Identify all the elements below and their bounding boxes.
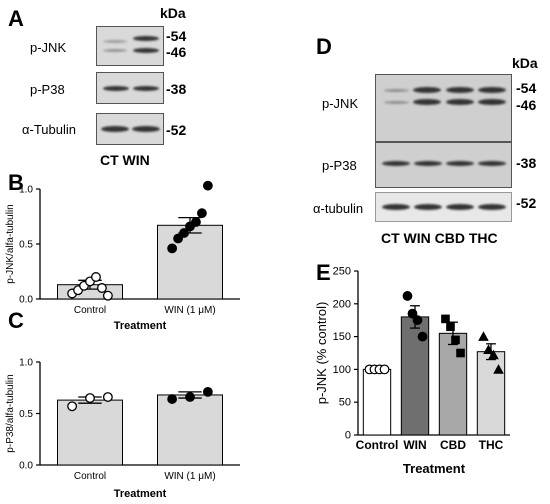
- panel-letter-c: C: [8, 308, 24, 333]
- blot-d-pp38: [375, 142, 512, 188]
- y-tick-label: 1.0: [19, 185, 33, 196]
- chart-e: 0 50 100 150 200 250 Control WIN CBD THC p-JNK (% …: [314, 266, 510, 476]
- data-point: [185, 392, 195, 402]
- mw-d-52: -52: [516, 195, 537, 211]
- mw-d-38: -38: [516, 155, 537, 171]
- data-point: [91, 272, 101, 282]
- mw-a-52: -52: [166, 122, 187, 138]
- blot-label-a-tubulin: α-Tubulin: [22, 122, 76, 137]
- bar: [476, 351, 506, 436]
- y-tick-label: 0.0: [19, 461, 33, 472]
- panel-letter-a: A: [8, 6, 24, 31]
- lane-labels-a: CT WIN: [100, 152, 150, 168]
- data-point: [417, 331, 428, 342]
- data-point: [451, 335, 460, 345]
- x-category-label: WIN: [403, 438, 426, 452]
- data-point: [173, 233, 183, 244]
- bar: [362, 368, 392, 436]
- blot-d-tubulin: [375, 192, 512, 222]
- y-axis-label: p-JNK (% control): [314, 302, 329, 405]
- lane-labels-d: CT WIN CBD THC: [381, 230, 498, 246]
- bar: [438, 332, 468, 436]
- data-point: [202, 386, 213, 397]
- blot-label-d-tubulin: α-tubulin: [313, 201, 364, 216]
- y-tick-label: 0.5: [19, 240, 33, 251]
- data-point: [478, 331, 489, 341]
- data-point: [191, 217, 201, 227]
- blot-label-a-pp38: p-P38: [30, 82, 65, 97]
- mw-d-54: -54: [516, 80, 537, 96]
- panel-letter-d: D: [316, 34, 332, 59]
- panel-letter-e: E: [316, 260, 331, 285]
- kda-label-d: kDa: [512, 55, 538, 71]
- y-tick-label: 100: [333, 364, 351, 376]
- blot-d-pjnk: [375, 74, 512, 142]
- data-point: [441, 314, 450, 324]
- bar: [157, 224, 223, 300]
- data-point: [96, 283, 107, 293]
- data-point: [483, 344, 494, 355]
- chart-c: 0.0 0.5 1.0 Control WIN (1 μM) p-P38/alfa-tub…: [5, 358, 240, 500]
- data-point: [167, 394, 178, 404]
- x-axis-label: Treatment: [403, 461, 466, 476]
- x-category-label: THC: [479, 438, 504, 452]
- kda-label-a: kDa: [160, 5, 186, 21]
- data-point: [85, 393, 95, 404]
- blot-a-pp38: [96, 72, 164, 104]
- data-point: [67, 401, 78, 412]
- panel-letter-b: B: [8, 170, 24, 195]
- y-tick-label: 0.0: [19, 295, 33, 306]
- y-tick-label: 150: [333, 331, 351, 343]
- x-axis-label: Treatment: [114, 320, 167, 330]
- blot-label-d-pp38: p-P38: [322, 158, 357, 173]
- data-point: [493, 364, 504, 374]
- y-tick-label: 200: [333, 298, 351, 310]
- blot-label-a-pjnk: p-JNK: [30, 40, 67, 55]
- data-point: [167, 243, 178, 254]
- data-point: [407, 308, 418, 319]
- x-category-label: Control: [74, 471, 106, 482]
- data-point: [179, 228, 189, 238]
- blot-a-pjnk: [96, 26, 164, 66]
- y-axis-label: p-JNK/alfa-tubulin: [5, 204, 16, 283]
- data-point: [102, 290, 113, 301]
- x-category-label: CBD: [440, 438, 466, 452]
- data-point: [197, 208, 207, 219]
- mw-d-46: -46: [516, 97, 537, 113]
- data-point: [202, 180, 213, 191]
- y-tick-label: 0.5: [19, 409, 33, 420]
- data-point: [446, 322, 455, 332]
- bar: [157, 394, 223, 466]
- x-category-label: Control: [356, 438, 399, 452]
- y-tick-label: 0: [345, 430, 351, 442]
- y-tick-label: 50: [339, 397, 351, 409]
- mw-a-38: -38: [166, 81, 187, 97]
- data-point: [488, 349, 499, 360]
- data-point: [402, 291, 413, 301]
- bar: [57, 399, 123, 466]
- y-tick-label: 250: [333, 266, 351, 278]
- x-category-label: WIN (1 μM): [164, 471, 215, 482]
- data-point: [412, 315, 423, 326]
- y-tick-label: 1.0: [19, 358, 33, 369]
- mw-a-46: -46: [166, 44, 187, 60]
- x-category-label: WIN (1 μM): [164, 305, 215, 316]
- x-axis-label: Treatment: [114, 488, 167, 500]
- blot-label-d-pjnk: p-JNK: [322, 96, 359, 111]
- data-point: [379, 364, 390, 375]
- blot-a-tubulin: [96, 113, 164, 145]
- data-point: [102, 392, 113, 402]
- mw-a-54: -54: [166, 28, 187, 44]
- y-axis-label: p-P38/alfa-tubulin: [5, 374, 16, 452]
- data-point: [456, 348, 465, 358]
- x-category-label: Control: [74, 305, 106, 316]
